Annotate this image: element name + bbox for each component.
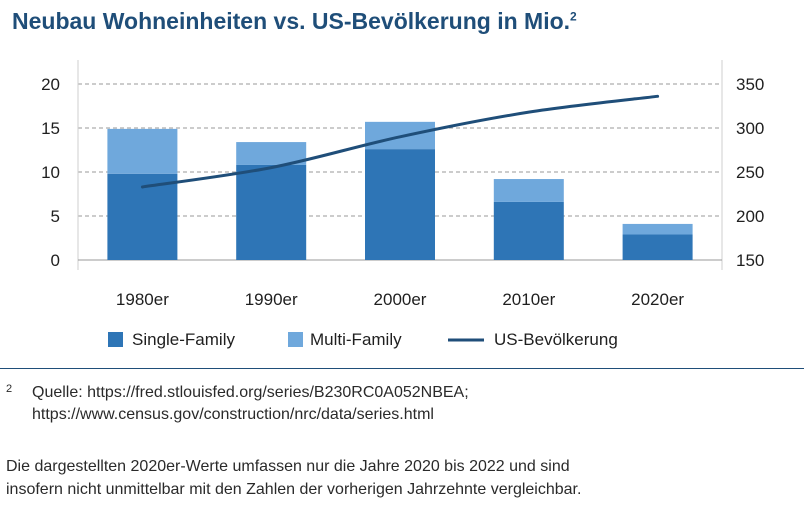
chart-title: Neubau Wohneinheiten vs. US-Bevölkerung … [12, 8, 577, 35]
y-right-tick-label: 150 [736, 251, 764, 270]
y-left-tick-label: 15 [41, 119, 60, 138]
x-tick-label: 2020er [631, 290, 684, 309]
bar-single-family [236, 164, 307, 260]
footnote-divider [0, 368, 804, 369]
chart-title-text: Neubau Wohneinheiten vs. US-Bevölkerung … [12, 8, 571, 34]
disclaimer-line-2: insofern nicht unmittelbar mit den Zahle… [6, 481, 582, 498]
bar-multi-family [107, 128, 178, 174]
footnote-source-line-2: https://www.census.gov/construction/nrc/… [32, 406, 434, 423]
disclaimer-line-1: Die dargestellten 2020er-Werte umfassen … [6, 458, 570, 475]
footnote-mark: 2 [6, 383, 13, 395]
y-left-tick-label: 10 [41, 163, 60, 182]
y-left-tick-label: 5 [51, 207, 60, 226]
y-left-tick-label: 20 [41, 75, 60, 94]
legend-swatch-multi-family [288, 332, 303, 347]
y-right-tick-label: 200 [736, 207, 764, 226]
title-footnote-mark: 2 [570, 9, 577, 24]
bar-multi-family [236, 142, 307, 165]
x-tick-label: 1990er [245, 290, 298, 309]
chart: 0 5 10 15 20 150 200 250 300 350 1980er 1990er 2000e… [41, 60, 764, 349]
legend-swatch-single-family [108, 332, 123, 347]
legend-label-us-bevoelkerung: US-Bevölkerung [494, 330, 618, 349]
bar-multi-family [622, 223, 693, 235]
x-tick-label: 1980er [116, 290, 169, 309]
bar-multi-family [493, 179, 564, 202]
bar-single-family [365, 149, 435, 260]
line-us-bevoelkerung [140, 94, 660, 189]
x-tick-label: 2000er [374, 290, 427, 309]
y-right-tick-label: 300 [736, 119, 764, 138]
footnote-source-line-1: Quelle: https://fred.stlouisfed.org/seri… [32, 384, 469, 401]
y-right-tick-label: 350 [736, 75, 764, 94]
disclaimer: Die dargestellten 2020er-Werte umfassen … [6, 455, 800, 501]
x-tick-label: 2010er [502, 290, 555, 309]
bar-single-family [622, 234, 693, 260]
y-right-tick-label: 250 [736, 163, 764, 182]
y-left-tick-label: 0 [51, 251, 60, 270]
bar-single-family [493, 201, 564, 260]
legend-label-multi-family: Multi-Family [310, 330, 402, 349]
legend-label-single-family: Single-Family [132, 330, 235, 349]
